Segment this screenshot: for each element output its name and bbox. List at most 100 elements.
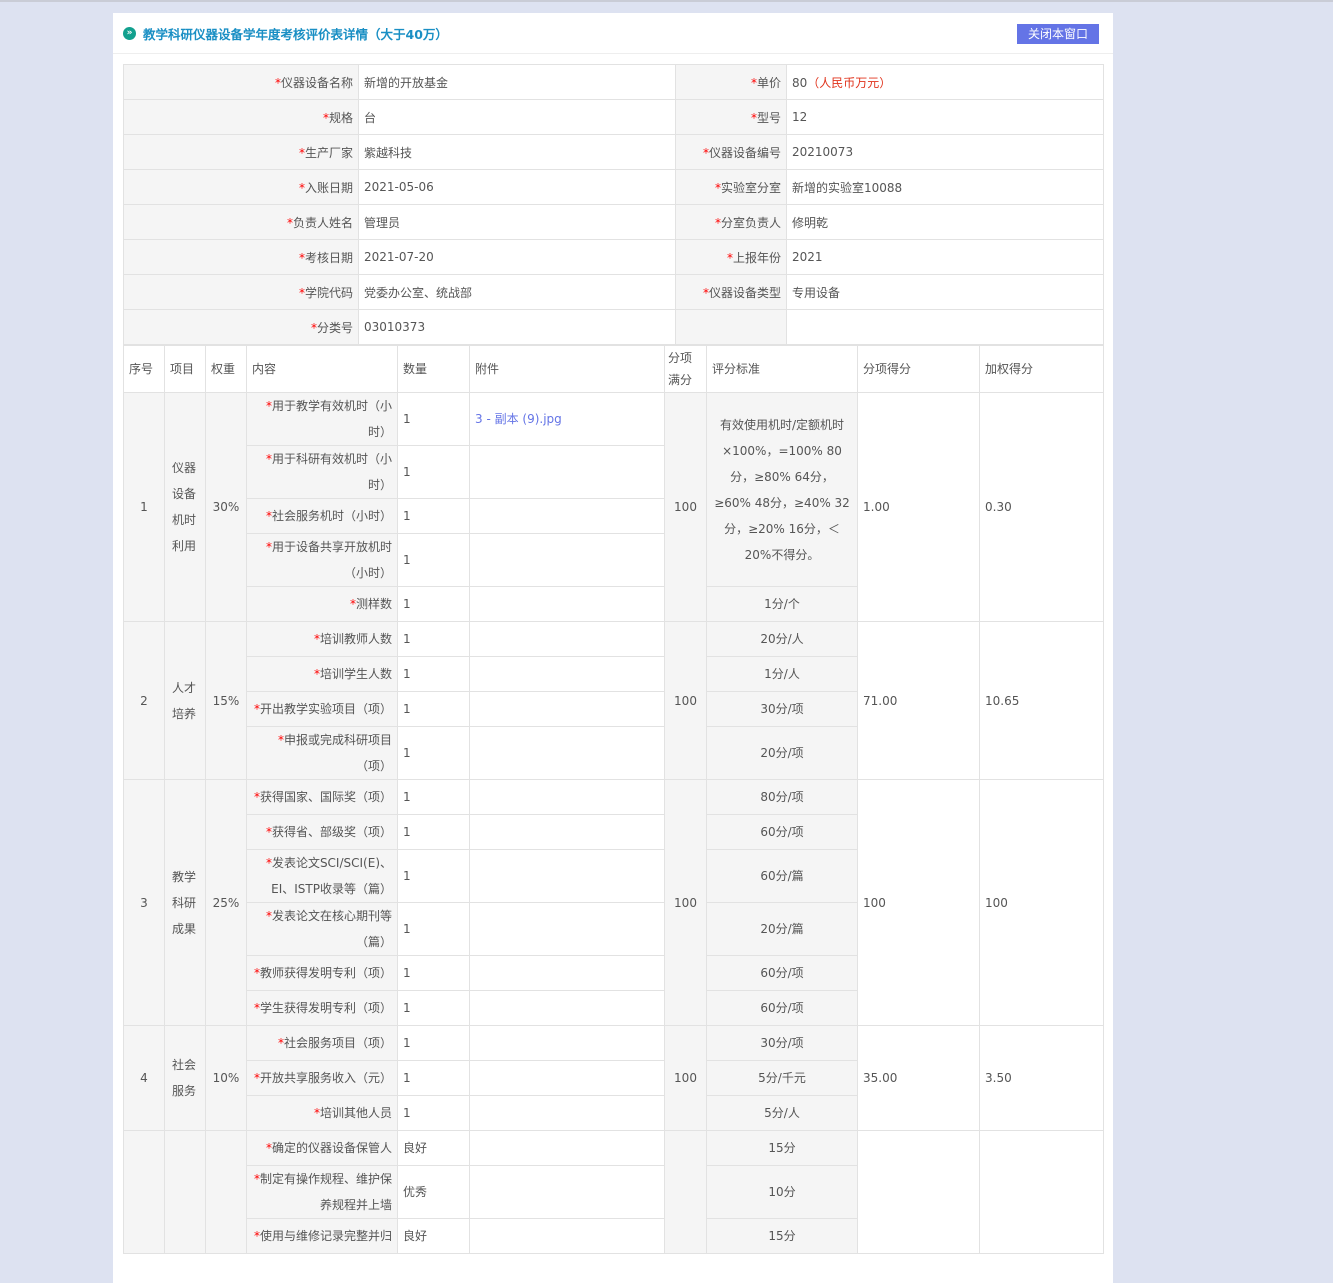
content-cell: *发表论文SCI/SCI(E)、EI、ISTP收录等（篇）	[246, 849, 398, 903]
info-value-text: 新增的开放基金	[364, 75, 449, 90]
info-label: *实验室分室	[675, 169, 787, 205]
required-mark: *	[726, 250, 733, 265]
info-value-text: 新增的实验室10088	[792, 180, 903, 195]
content-text: 确定的仪器设备保管人	[271, 1141, 392, 1155]
column-header: 权重	[205, 344, 247, 393]
required-mark: *	[277, 1036, 284, 1050]
info-value-text: 2021-07-20	[364, 250, 434, 264]
content-text: 用于设备共享开放机时（小时）	[271, 540, 392, 580]
info-row: *负责人姓名 管理员 *分室负责人 修明乾	[123, 204, 1104, 240]
content-cell: *发表论文在核心期刊等（篇）	[246, 902, 398, 956]
info-label: *规格	[123, 99, 359, 135]
item-score: 100	[857, 779, 980, 1026]
content-text: 培训学生人数	[319, 667, 392, 681]
info-label: *型号	[675, 99, 787, 135]
criteria-cell: 30分/项	[706, 691, 858, 727]
content-text: 学生获得发明专利（项）	[259, 1001, 392, 1015]
weighted-score: 3.50	[979, 1025, 1104, 1131]
content-text: 使用与维修记录完整并归	[259, 1229, 392, 1243]
required-mark: *	[274, 75, 281, 90]
criteria-cell: 80分/项	[706, 779, 858, 815]
close-window-button[interactable]: 关闭本窗口	[1017, 24, 1099, 44]
quantity-cell: 1	[397, 849, 470, 903]
attachment-cell: 3 - 副本 (9).jpg	[469, 392, 665, 446]
table-row: *测样数 1 1分/个	[124, 586, 1104, 622]
attachment-cell	[469, 726, 665, 780]
column-header: 分项满分	[664, 344, 707, 393]
info-value: 03010373	[358, 309, 676, 345]
table-row: 4 社会服务 10% *社会服务项目（项） 1 100 30分/项 35.00 3.50	[123, 1025, 1104, 1131]
attachment-cell	[469, 1130, 665, 1166]
info-label: *仪器设备编号	[675, 134, 787, 170]
attachment-link[interactable]: 3 - 副本 (9).jpg	[475, 412, 562, 426]
item-score: 71.00	[857, 621, 980, 780]
required-mark: *	[322, 110, 329, 125]
full-score: 100	[664, 621, 707, 780]
group-item: 仪器设备机时利用	[164, 392, 206, 622]
required-mark: *	[349, 597, 356, 611]
required-mark: *	[702, 145, 709, 160]
table-row: *申报或完成科研项目（项） 1 20分/项	[124, 726, 1104, 780]
required-mark: *	[298, 145, 305, 160]
info-row: *入账日期 2021-05-06 *实验室分室 新增的实验室10088	[123, 169, 1104, 205]
info-value: 20210073	[786, 134, 1104, 170]
required-mark: *	[265, 909, 272, 923]
info-value-text: 紫越科技	[364, 145, 413, 160]
info-row: *生产厂家 紫越科技 *仪器设备编号 20210073	[123, 134, 1104, 170]
attachment-cell	[469, 586, 665, 622]
info-value: 党委办公室、统战部	[358, 274, 676, 310]
content-text: 申报或完成科研项目（项）	[283, 733, 392, 773]
table-row: 3 教学科研成果 25% *获得国家、国际奖（项） 1 100 80分/项 100 100	[123, 779, 1104, 1026]
info-label: *负责人姓名	[123, 204, 359, 240]
criteria-cell: 30分/项	[706, 1025, 858, 1061]
info-label-text: 分类号	[316, 320, 353, 335]
quantity-cell: 1	[397, 990, 470, 1026]
full-score: 100	[664, 779, 707, 1026]
attachment-cell	[469, 849, 665, 903]
group-number: 2	[123, 621, 165, 780]
content-cell: *用于设备共享开放机时（小时）	[246, 533, 398, 587]
info-label-text: 负责人姓名	[292, 215, 353, 230]
info-value: 12	[786, 99, 1104, 135]
content-cell: *社会服务项目（项）	[246, 1025, 398, 1061]
table-row: *培训其他人员 1 5分/人	[124, 1095, 1104, 1131]
info-label: *考核日期	[123, 239, 359, 275]
info-label: *分室负责人	[675, 204, 787, 240]
info-label: *仪器设备类型	[675, 274, 787, 310]
info-label-text: 学院代码	[304, 285, 353, 300]
info-label-text: 型号	[756, 110, 781, 125]
criteria-cell: 20分/人	[706, 621, 858, 657]
table-row: *制定有操作规程、维护保养规程并上墙 优秀 10分	[124, 1165, 1104, 1219]
required-mark: *	[265, 452, 272, 466]
table-row: *社会服务机时（小时） 1	[124, 498, 1104, 534]
content-cell: *社会服务机时（小时）	[246, 498, 398, 534]
column-header: 加权得分	[979, 344, 1104, 393]
content-text: 制定有操作规程、维护保养规程并上墙	[259, 1172, 392, 1212]
required-mark: *	[265, 1141, 272, 1155]
required-mark: *	[298, 285, 305, 300]
attachment-cell	[469, 498, 665, 534]
table-row: *教师获得发明专利（项） 1 60分/项	[124, 955, 1104, 991]
quantity-cell: 1	[397, 814, 470, 850]
info-value-text: 2021	[792, 250, 823, 264]
info-value-text: 03010373	[364, 320, 426, 334]
info-label: *入账日期	[123, 169, 359, 205]
group-item-text: 教学科研成果	[172, 869, 197, 936]
info-label-text: 单价	[756, 75, 781, 90]
info-row: *考核日期 2021-07-20 *上报年份 2021	[123, 239, 1104, 275]
quantity-cell: 良好	[397, 1130, 470, 1166]
criteria-cell: 10分	[706, 1165, 858, 1219]
group-item-text: 人才培养	[172, 680, 197, 721]
info-value: 2021-05-06	[358, 169, 676, 205]
info-value-text: 80	[792, 75, 808, 90]
content-cell: *用于科研有效机时（小时）	[246, 445, 398, 499]
criteria-cell: 60分/项	[706, 990, 858, 1026]
required-mark: *	[253, 702, 260, 716]
required-mark: *	[253, 1001, 260, 1015]
quantity-cell: 1	[397, 691, 470, 727]
group-weight	[205, 1130, 247, 1254]
content-text: 培训其他人员	[319, 1106, 392, 1120]
item-score	[857, 1130, 980, 1254]
required-mark: *	[253, 790, 260, 804]
quantity-cell: 1	[397, 656, 470, 692]
